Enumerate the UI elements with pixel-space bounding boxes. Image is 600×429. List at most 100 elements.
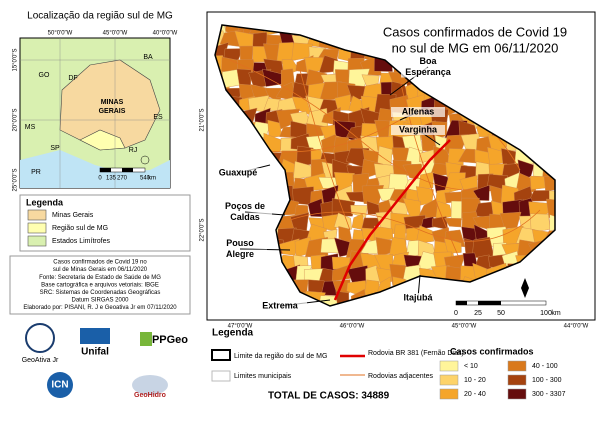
lat-label: 22°0'0"S [200,218,206,241]
map-title: no sul de MG em 06/11/2020 [392,40,559,55]
state-label: GO [39,72,50,79]
lat-label: 20°0'0"S [13,108,19,131]
logo-text: GeoAtiva Jr [22,357,59,364]
scale-label: 100 [540,310,552,317]
city-label: Alegre [226,249,254,259]
city-label: Extrema [262,300,299,310]
class-label: 10 - 20 [464,377,486,384]
municipality [444,217,462,228]
lon-label: 47°0'0"W [228,324,253,330]
lon-label: 45°0'0"W [103,31,128,37]
class-swatch [439,360,459,372]
municipality [549,214,555,232]
lat-label: 21°0'0"S [200,108,206,131]
inset-title: Localização da região sul de MG [27,11,173,22]
state-label: MS [25,124,36,131]
state-label: DF [68,75,77,82]
lon-label: 50°0'0"W [48,31,73,37]
municipality [361,74,380,87]
lat-label: 25°0'0"S [13,168,19,191]
city-halo [253,301,307,311]
city-label: Esperança [405,67,452,77]
class-label: 100 - 300 [532,377,562,384]
legend-item: Rodovias adjacentes [368,373,433,380]
legend-item: Limite da região do sul de MG [234,353,327,360]
city-halo [213,249,267,260]
inset-legend-box [19,194,191,252]
state-label: PR [31,169,41,176]
class-label: 20 - 40 [464,391,486,398]
logo-text: GeoHidro [134,392,166,399]
city-halo [213,238,267,249]
scale-label: 25 [474,310,482,317]
lon-label: 45°0'0"W [452,324,477,330]
class-swatch [507,374,527,386]
lon-label: 44°0'0"W [564,324,589,330]
legend-label: Região sul de MG [52,225,108,232]
municipality [376,145,393,170]
city-label: Poços de [225,201,265,211]
source-box [9,255,191,315]
scale-label: 270 [117,176,128,182]
logo-text: ICN [51,380,68,391]
municipality [333,212,353,230]
class-label: 40 - 100 [532,363,558,370]
source-line: Elaborado por: PISANI, R. J e Geoativa J… [23,305,177,311]
city-label: Guaxupé [219,167,258,177]
scale-label: km [551,310,561,317]
city-halo [391,125,445,135]
logos [25,323,168,398]
lat-label: 15°0'0"S [13,48,19,71]
class-swatch [507,388,527,400]
classes-title: Casos confirmados [450,346,534,356]
legend-label: Estados Limítrofes [52,238,110,245]
lon-label: 40°0'0"W [153,31,178,37]
state-label: RJ [129,147,138,154]
map-title: Casos confirmados de Covid 19 [383,24,567,39]
class-label: 300 - 3307 [532,391,566,398]
city-label: Itajubá [403,292,433,302]
inset-map [19,37,171,189]
city-halo [218,212,272,223]
minas-label: GERAIS [99,108,126,115]
legend-symbols [211,349,365,382]
legend-swatch [27,209,47,221]
city-halo [391,107,445,117]
class-swatch [507,360,527,372]
state-label: SP [50,145,60,152]
legend-title: Legenda [212,328,254,339]
source-line: Casos confirmados de Covid 19 no [53,260,147,266]
logo-text: PPGeo [152,334,188,346]
scale-label: 540 [140,176,151,182]
city-halo [211,168,265,178]
state-label: BA [143,54,153,61]
city-halo [218,201,272,212]
legend-item: Rodovia BR 381 (Fernão Dias) [368,350,464,357]
city-label: Varginha [399,124,438,134]
state-label: ES [153,114,163,121]
class-swatch [439,374,459,386]
source-line: Datum SIRGAS 2000 [71,298,129,304]
logo-text: Unifal [81,347,109,358]
scale-label: 0 [98,176,102,182]
municipality [443,237,462,254]
scale-label: 135 [106,176,117,182]
city-label: Pouso [226,238,254,248]
minas-label: MINAS [101,99,124,106]
source-line: Base cartográfica e arquivos vetoriais: … [41,282,159,288]
city-halo [401,56,455,67]
lon-label: 46°0'0"W [340,324,365,330]
city-label: Alfenas [402,106,435,116]
class-label: < 10 [464,363,478,370]
legend-item: Limites municipais [234,373,292,380]
municipality [360,239,380,255]
br381 [333,139,451,301]
source-line: SRC: Sistemas de Coordenadas Geográficas [40,290,161,296]
scale-label: 50 [497,310,505,317]
scale-label: km [148,176,156,182]
legend-swatch [27,235,47,247]
map-scale [455,278,547,306]
city-halo [391,293,445,303]
municipality [472,184,490,201]
